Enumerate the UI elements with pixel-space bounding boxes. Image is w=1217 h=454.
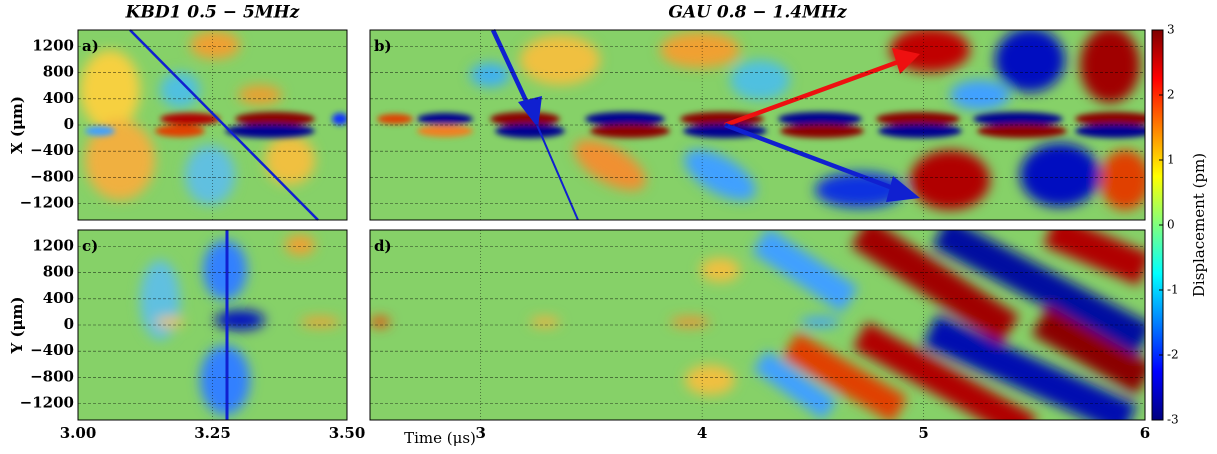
panel-label: b): [374, 37, 392, 55]
y-tick-label: −400: [30, 341, 74, 359]
y-tick-label: 1200: [32, 36, 74, 54]
y-tick-label: 0: [64, 315, 74, 333]
y-tick-label: 0: [64, 115, 74, 133]
arrow: [724, 59, 899, 128]
y-tick-label: 400: [43, 89, 74, 107]
y-axis-label: Y (μm): [8, 297, 26, 355]
panel-label: c): [82, 237, 98, 255]
y-tick-label: 800: [43, 63, 74, 81]
plot-frame: [369, 29, 1146, 221]
arrow: [490, 29, 531, 106]
y-tick-label: −400: [30, 141, 74, 159]
y-tick-label: 1200: [32, 236, 74, 254]
x-axis-label: Time (μs): [404, 429, 476, 447]
annotations: [129, 29, 920, 420]
y-tick-label: −1200: [20, 394, 74, 412]
y-tick-label: 400: [43, 289, 74, 307]
y-tick-label: −1200: [20, 194, 74, 212]
plot-frame: [369, 229, 1146, 421]
arrow-head: [886, 176, 920, 202]
y-axis-label: X (μm): [8, 96, 26, 154]
y-tick-label: −800: [30, 167, 74, 185]
colorbar-tick-label: -2: [1167, 348, 1179, 362]
x-tick-label: 3.25: [194, 424, 231, 442]
arrow-head: [518, 96, 542, 128]
colorbar-label: Displacement (pm): [1190, 153, 1208, 297]
colorbar-tick-label: -1: [1167, 283, 1179, 297]
chart-title: KBD1 0.5 − 5MHz: [125, 3, 300, 23]
panel-label: d): [374, 237, 392, 255]
colorbar-tick-label: 0: [1167, 218, 1175, 232]
arrow: [724, 122, 899, 193]
chart-title: GAU 0.8 − 1.4MHz: [668, 3, 847, 23]
plot-frame: [77, 229, 348, 421]
plot-frame: [77, 29, 348, 221]
x-tick-label: 4: [697, 424, 707, 442]
line: [129, 29, 319, 221]
line: [536, 124, 579, 221]
arrow-head: [892, 48, 920, 74]
heatmap-image: [78, 30, 1145, 420]
x-tick-label: 6: [1140, 424, 1150, 442]
panel-label: a): [82, 37, 99, 55]
x-tick-label: 3.50: [329, 424, 366, 442]
x-tick-label: 3.00: [60, 424, 97, 442]
colorbar-tick-label: 1: [1167, 153, 1175, 167]
x-tick-label: 3: [475, 424, 485, 442]
colorbar-tick-label: 3: [1167, 23, 1175, 37]
y-tick-label: −800: [30, 367, 74, 385]
colorbar-tick-label: 2: [1167, 88, 1175, 102]
y-tick-label: 800: [43, 263, 74, 281]
colorbar-tick-label: -3: [1167, 413, 1179, 427]
x-tick-label: 5: [918, 424, 928, 442]
